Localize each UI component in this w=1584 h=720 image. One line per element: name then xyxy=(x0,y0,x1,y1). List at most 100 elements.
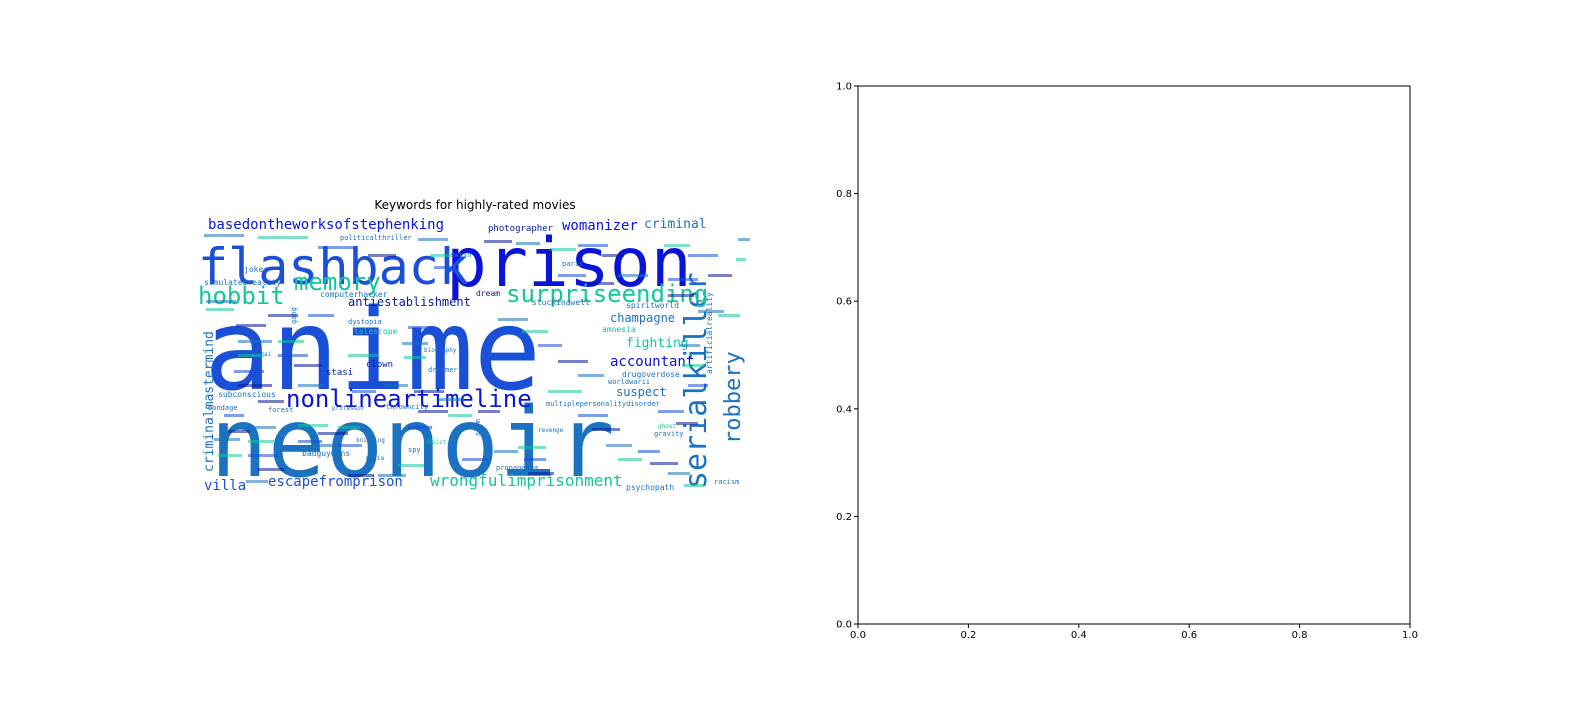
wordcloud-filler-mark xyxy=(248,440,274,443)
axes-frame xyxy=(857,85,1411,625)
wordcloud-filler-mark xyxy=(516,242,540,245)
wordcloud-filler-mark xyxy=(234,370,264,373)
wordcloud-word: biography xyxy=(424,347,457,354)
wordcloud-filler-mark xyxy=(228,430,250,433)
wordcloud-word: propaganda xyxy=(496,464,538,472)
wordcloud-filler-mark xyxy=(558,274,586,277)
wordcloud-filler-mark xyxy=(418,238,448,241)
wordcloud-filler-mark xyxy=(378,474,406,477)
wordcloud-word: mafia xyxy=(366,455,384,462)
wordcloud-word: stuckinawell xyxy=(532,298,590,307)
wordcloud-filler-mark xyxy=(558,360,588,363)
wordcloud-word: heist xyxy=(428,439,446,446)
wordcloud-filler-mark xyxy=(718,314,740,317)
wordcloud-filler-mark xyxy=(418,410,448,413)
wordcloud-filler-mark xyxy=(298,384,324,387)
wordcloud-filler-mark xyxy=(548,390,582,393)
wordcloud-filler-mark xyxy=(236,324,266,327)
wordcloud-filler-mark xyxy=(688,254,718,257)
wordcloud-filler-mark xyxy=(522,330,548,333)
wordcloud-filler-mark xyxy=(578,374,604,377)
wordcloud-word: computerhacker xyxy=(320,290,388,299)
wordcloud-filler-mark xyxy=(348,354,378,357)
y-tick-label: 0.8 xyxy=(836,189,852,200)
wordcloud-word: racism xyxy=(714,478,739,486)
wordcloud-filler-mark xyxy=(578,414,608,417)
wordcloud-filler-mark xyxy=(618,274,648,277)
wordcloud-filler-mark xyxy=(408,326,432,329)
wordcloud-word: bondage xyxy=(208,404,238,412)
wordcloud-filler-mark xyxy=(308,314,334,317)
wordcloud-filler-mark xyxy=(438,398,464,401)
wordcloud-filler-mark xyxy=(204,234,244,237)
wordcloud-filler-mark xyxy=(224,414,244,417)
wordcloud-word: slum xyxy=(474,419,482,436)
wordcloud-filler-mark xyxy=(668,278,698,281)
wordcloud-word: dystopia xyxy=(348,318,382,326)
x-tick-label: 0.2 xyxy=(960,630,976,641)
y-tick-label: 0.4 xyxy=(836,404,852,415)
y-tick-label: 0.2 xyxy=(836,512,852,523)
wordcloud-filler-mark xyxy=(318,246,354,249)
wordcloud-filler-mark xyxy=(338,444,362,447)
wordcloud-word: paris xyxy=(562,260,583,268)
wordcloud-filler-mark xyxy=(658,410,684,413)
wordcloud-word: anime xyxy=(204,286,541,416)
y-tick-label: 0.0 xyxy=(836,620,852,631)
wordcloud-filler-mark xyxy=(258,400,284,403)
wordcloud-word: hobbit xyxy=(198,282,285,310)
wordcloud-filler-mark xyxy=(676,422,698,425)
wordcloud-word: gravity xyxy=(654,430,684,438)
wordcloud-word: revenge xyxy=(538,427,564,434)
wordcloud-filler-mark xyxy=(348,474,374,477)
wordcloud-filler-mark xyxy=(668,294,694,297)
x-tick-label: 1.0 xyxy=(1402,630,1418,641)
wordcloud-word: accountant xyxy=(610,354,694,370)
wordcloud-filler-mark xyxy=(294,364,322,367)
wordcloud-word: wrongfulimprisonment xyxy=(430,471,623,490)
wordcloud-filler-mark xyxy=(278,340,304,343)
wordcloud-word: ghost xyxy=(658,423,676,430)
x-tick-label: 0.6 xyxy=(1181,630,1197,641)
wordcloud-word: womanizer xyxy=(562,218,638,234)
wordcloud-filler-mark xyxy=(246,426,276,429)
wordcloud-filler-mark xyxy=(448,414,472,417)
wordcloud-filler-mark xyxy=(238,354,264,357)
wordcloud-word: robbery xyxy=(721,351,746,444)
wordcloud-word: criminalmastermind xyxy=(202,331,217,472)
y-tick-label: 1.0 xyxy=(836,82,852,93)
wordcloud-word: badguywins xyxy=(302,449,350,458)
wordcloud-word: amnesia xyxy=(602,325,636,334)
wordcloud-word: dreamer xyxy=(428,366,458,374)
wordcloud-filler-mark xyxy=(404,356,426,359)
wordcloud-filler-mark xyxy=(638,450,660,453)
wordcloud-word: suspect xyxy=(616,385,667,399)
wordcloud-filler-mark xyxy=(278,354,308,357)
wordcloud-filler-mark xyxy=(498,318,528,321)
wordcloud-word: basedontheworksofstephenking xyxy=(208,217,444,233)
wordcloud-word: worldwarii xyxy=(608,378,650,386)
wordcloud-filler-mark xyxy=(214,438,240,441)
wordcloud-filler-mark xyxy=(206,300,236,303)
wordcloud-filler-mark xyxy=(590,282,614,285)
wordcloud-filler-mark xyxy=(238,384,272,387)
x-tick-label: 0.0 xyxy=(850,630,866,641)
wordcloud-filler-mark xyxy=(650,462,678,465)
wordcloud: animeneonoirprisonflashbackserialkillers… xyxy=(198,217,750,492)
wordcloud-panel: anime neonoir prison flashback serialkiller s… xyxy=(198,214,752,492)
wordcloud-filler-mark xyxy=(318,432,348,435)
wordcloud-filler-mark xyxy=(736,258,746,261)
wordcloud-filler-mark xyxy=(408,426,432,429)
wordcloud-filler-mark xyxy=(688,384,708,387)
wordcloud-filler-mark xyxy=(664,244,690,247)
wordcloud-filler-mark xyxy=(298,424,328,427)
wordcloud-filler-mark xyxy=(398,464,424,467)
wordcloud-word: professor xyxy=(332,405,365,412)
wordcloud-filler-mark xyxy=(248,454,278,457)
wordcloud-word: multiplepersonalitydisorder xyxy=(546,400,660,408)
wordcloud-filler-mark xyxy=(578,244,608,247)
wordcloud-filler-mark xyxy=(478,410,500,413)
wordcloud-filler-mark xyxy=(494,450,518,453)
